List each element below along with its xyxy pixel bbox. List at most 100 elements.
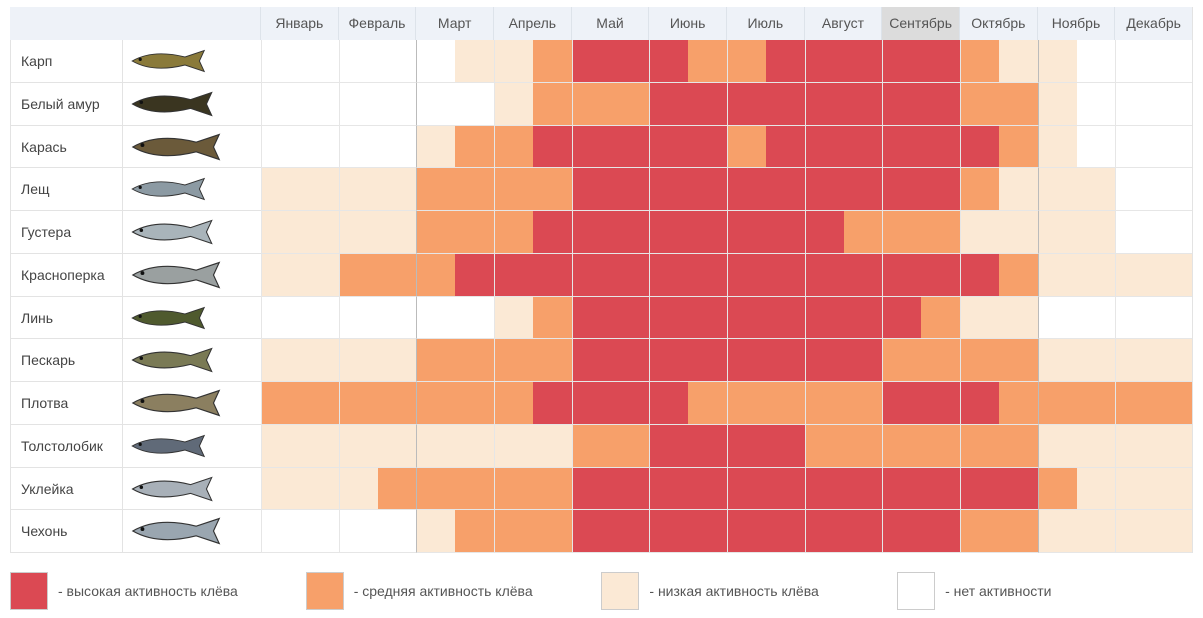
fish-image-cell <box>123 254 261 297</box>
fish-icon <box>131 261 221 289</box>
activity-cell <box>455 82 495 126</box>
activity-cell <box>1154 296 1194 340</box>
activity-cell <box>299 467 340 511</box>
activity-cell <box>727 82 767 126</box>
activity-cell <box>882 82 922 126</box>
activity-cell <box>377 253 417 297</box>
activity-cell <box>338 40 378 83</box>
activity-cell <box>1076 382 1116 425</box>
activity-cell <box>416 125 456 169</box>
activity-cell <box>494 296 534 340</box>
activity-cell <box>494 424 534 468</box>
fish-icon <box>131 306 206 329</box>
activity-cell <box>261 211 301 254</box>
activity-cell <box>843 40 883 83</box>
activity-cell <box>1037 211 1077 254</box>
activity-cell <box>649 211 689 254</box>
activity-cell <box>688 510 728 553</box>
activity-cell <box>882 467 922 511</box>
activity-cell <box>416 253 456 297</box>
activity-cell <box>571 211 611 254</box>
activity-cell <box>1115 424 1155 468</box>
activity-cell <box>261 296 301 340</box>
activity-cell <box>960 253 1000 297</box>
activity-cell <box>1154 382 1194 425</box>
activity-cell <box>1076 296 1116 340</box>
activity-cell <box>416 467 456 511</box>
fish-image-cell <box>123 468 261 511</box>
activity-cell <box>804 467 844 511</box>
fish-name: Пескарь <box>10 339 123 382</box>
activity-cell <box>843 296 883 340</box>
activity-cell <box>804 296 844 340</box>
fish-image-cell <box>123 339 261 382</box>
activity-cell <box>1037 467 1077 511</box>
activity-cell <box>571 296 611 340</box>
activity-cell <box>455 296 495 340</box>
fish-name: Плотва <box>10 382 123 425</box>
activity-cell <box>921 510 961 553</box>
header-blank <box>10 7 261 40</box>
month-header: Ноябрь <box>1037 7 1116 40</box>
activity-cell <box>882 382 922 425</box>
activity-cell <box>882 296 922 340</box>
activity-cell <box>1076 339 1116 382</box>
activity-cell <box>765 40 806 83</box>
activity-cell <box>998 125 1039 169</box>
activity-cell <box>610 296 650 340</box>
activity-cell <box>843 211 883 254</box>
activity-cell <box>494 168 534 211</box>
activity-cell <box>843 510 883 553</box>
month-header: Март <box>416 7 494 40</box>
activity-cell <box>571 125 611 169</box>
activity-cell <box>377 382 417 425</box>
activity-cell <box>843 82 883 126</box>
activity-cell <box>494 82 534 126</box>
activity-cell <box>843 168 883 211</box>
activity-cell <box>765 168 806 211</box>
fish-image-cell <box>123 382 261 425</box>
activity-cell <box>416 82 456 126</box>
activity-cell <box>338 211 378 254</box>
activity-cell <box>571 467 611 511</box>
fish-name: Уклейка <box>10 467 123 511</box>
fish-image-cell <box>123 168 261 211</box>
activity-cell <box>610 424 650 468</box>
activity-cell <box>416 424 456 468</box>
activity-cell <box>1037 40 1077 83</box>
activity-cell <box>649 467 689 511</box>
activity-cell <box>1076 211 1116 254</box>
activity-cell <box>727 510 767 553</box>
activity-cell <box>882 40 922 83</box>
activity-cell <box>1037 125 1077 169</box>
activity-cell <box>338 510 378 553</box>
activity-cell <box>532 467 573 511</box>
activity-cell <box>882 168 922 211</box>
activity-cell <box>455 253 495 297</box>
activity-cell <box>1154 211 1194 254</box>
activity-cell <box>998 296 1039 340</box>
fish-image-cell <box>123 297 261 340</box>
activity-cell <box>299 424 340 468</box>
activity-cell <box>1076 82 1116 126</box>
activity-cell <box>921 168 961 211</box>
activity-cell <box>688 125 728 169</box>
activity-cell <box>688 339 728 382</box>
activity-cell <box>494 211 534 254</box>
activity-cell <box>1115 253 1155 297</box>
activity-cell <box>727 168 767 211</box>
activity-cell <box>610 382 650 425</box>
activity-cell <box>455 211 495 254</box>
activity-cell <box>765 296 806 340</box>
activity-cell <box>610 40 650 83</box>
activity-cell <box>571 40 611 83</box>
activity-cell <box>688 211 728 254</box>
activity-cell <box>1154 510 1194 553</box>
activity-cell <box>1037 168 1077 211</box>
activity-cell <box>843 125 883 169</box>
fish-icon <box>131 347 213 373</box>
activity-cell <box>882 510 922 553</box>
activity-cell <box>960 467 1000 511</box>
activity-cell <box>804 424 844 468</box>
